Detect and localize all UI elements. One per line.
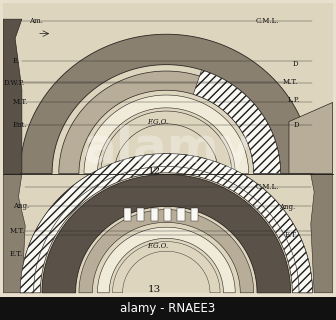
Polygon shape — [20, 154, 312, 293]
Text: Am.: Am. — [29, 17, 43, 25]
Text: E.T.: E.T. — [9, 250, 23, 259]
Text: D: D — [293, 121, 299, 129]
Polygon shape — [3, 174, 25, 293]
Text: alamy: alamy — [83, 125, 253, 173]
Polygon shape — [311, 174, 333, 293]
Polygon shape — [3, 19, 22, 173]
Text: M.T.: M.T. — [9, 227, 25, 235]
Polygon shape — [97, 227, 235, 293]
Bar — [137, 208, 144, 221]
Bar — [164, 208, 171, 221]
Bar — [177, 208, 185, 221]
Bar — [151, 208, 158, 221]
Polygon shape — [113, 242, 220, 293]
Text: F.G.O.: F.G.O. — [147, 243, 169, 250]
Text: M.T.: M.T. — [13, 98, 28, 106]
Text: Ang.: Ang. — [279, 204, 295, 212]
Polygon shape — [0, 297, 336, 320]
Text: E.: E. — [13, 57, 20, 65]
Text: C.M.L.: C.M.L. — [255, 17, 279, 25]
Text: D: D — [292, 60, 298, 68]
Polygon shape — [101, 111, 232, 173]
Polygon shape — [20, 154, 312, 293]
Text: D.W.P.: D.W.P. — [3, 79, 25, 87]
Text: Ang.: Ang. — [13, 203, 30, 211]
Text: Ent.: Ent. — [13, 121, 27, 129]
Text: L.P.: L.P. — [287, 96, 300, 104]
Polygon shape — [84, 95, 249, 173]
Text: 13: 13 — [148, 285, 161, 294]
Polygon shape — [59, 71, 274, 173]
Text: 12: 12 — [148, 167, 161, 176]
Text: alamy - RNAEE3: alamy - RNAEE3 — [120, 302, 216, 315]
Polygon shape — [79, 210, 254, 293]
Text: F.G.O.: F.G.O. — [147, 117, 169, 125]
Bar — [124, 208, 131, 221]
Polygon shape — [20, 34, 312, 173]
Polygon shape — [42, 174, 291, 293]
Polygon shape — [3, 3, 333, 174]
Text: E.T.: E.T. — [285, 231, 298, 239]
Bar — [191, 208, 198, 221]
Text: C.M.L.: C.M.L. — [256, 183, 280, 191]
Text: M.T.: M.T. — [282, 77, 298, 85]
Polygon shape — [289, 102, 333, 173]
Polygon shape — [193, 70, 281, 173]
Polygon shape — [3, 174, 333, 293]
